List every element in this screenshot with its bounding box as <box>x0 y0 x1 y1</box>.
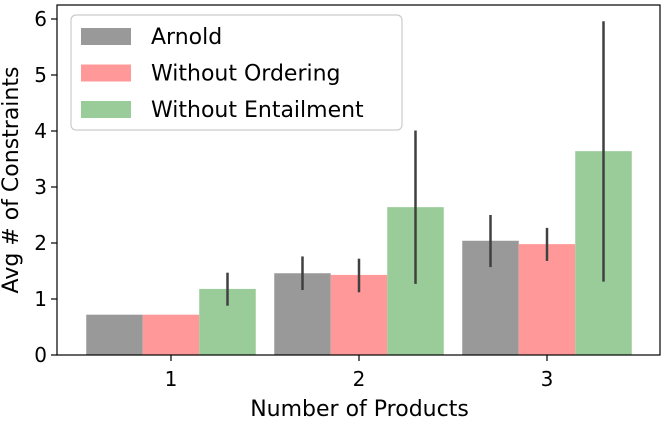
x-tick-label: 2 <box>353 367 366 391</box>
legend-swatch <box>81 28 131 45</box>
legend: Arnold Without Ordering Without Entailment <box>70 14 403 131</box>
legend-swatch <box>81 101 131 118</box>
y-tick-label: 4 <box>34 119 47 143</box>
bar-arnold-1 <box>86 314 143 355</box>
bar-without-ordering-1 <box>142 314 200 355</box>
bars-layer <box>86 151 632 355</box>
y-tick-label: 5 <box>34 63 47 87</box>
x-tick-label: 1 <box>165 367 178 391</box>
legend-swatch <box>81 64 131 82</box>
y-tick-label: 6 <box>34 7 47 31</box>
y-tick-label: 3 <box>34 175 47 199</box>
bar-without-ordering-3 <box>518 244 576 355</box>
y-tick-label: 1 <box>34 287 47 311</box>
y-tick-label: 0 <box>34 343 47 367</box>
x-axis: 1 2 3 <box>165 355 554 391</box>
y-tick-label: 2 <box>34 231 47 255</box>
error-bars-layer <box>226 21 605 306</box>
x-tick-label: 3 <box>541 367 554 391</box>
x-axis-label: Number of Products <box>250 397 469 421</box>
y-axis: 0 1 2 3 4 5 6 <box>34 7 57 367</box>
legend-frame <box>70 14 403 131</box>
legend-label: Without Entailment <box>151 98 364 123</box>
legend-label: Arnold <box>151 25 222 50</box>
legend-label: Without Ordering <box>151 62 341 87</box>
y-axis-label: Avg # of Constraints <box>0 67 24 294</box>
